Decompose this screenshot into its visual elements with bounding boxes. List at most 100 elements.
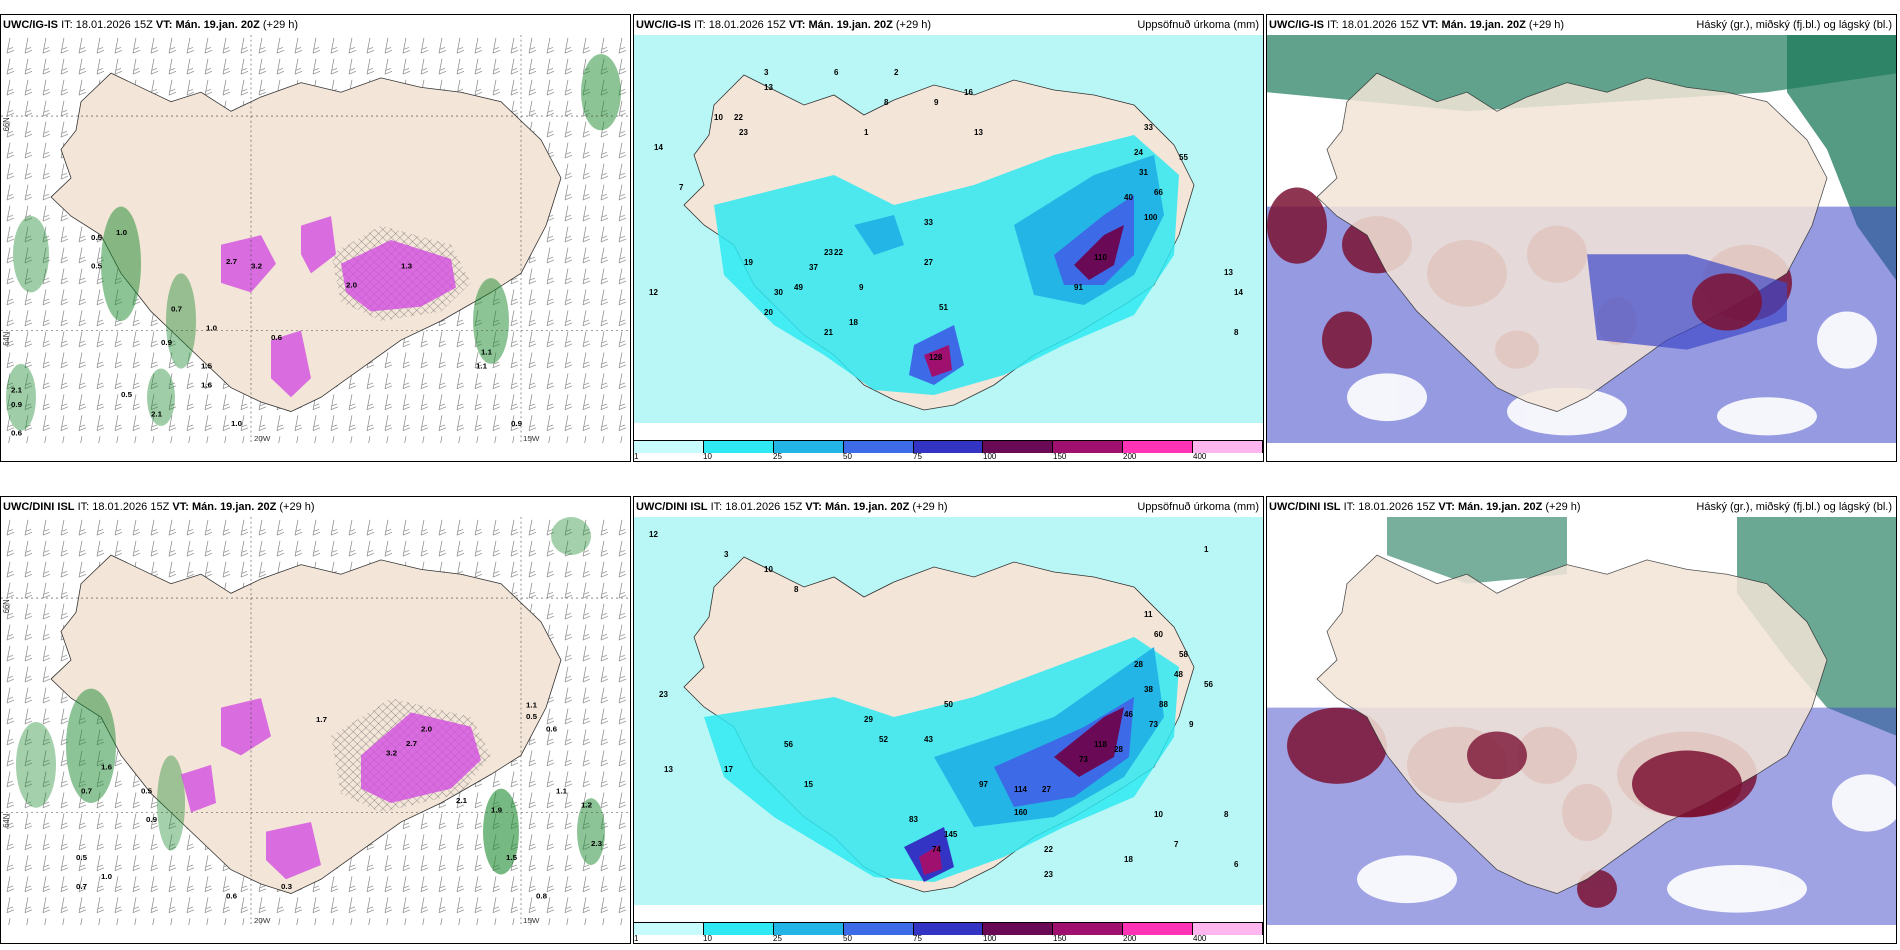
precip-map[interactable]: 3 13 10 22 23 14 6 8 2 1 9 13 16 33 24 3… [634, 35, 1263, 423]
precip-value: 110 [1094, 253, 1107, 262]
wind-value: 0.7 [81, 787, 92, 796]
precip-value: 28 [1134, 660, 1143, 669]
wind-value: 0.5 [76, 853, 88, 862]
precip-value: 23 [739, 128, 748, 137]
precip-value: 97 [979, 780, 988, 789]
wind-value: 0.7 [76, 882, 87, 891]
it-value: 18.01.2026 15Z [708, 19, 786, 31]
precip-value: 38 [1144, 685, 1153, 694]
panel-header: UWC/IG-IS IT: 18.01.2026 15Z VT: Mán. 19… [1, 15, 630, 35]
wind-value: 0.3 [281, 882, 293, 891]
colorbar-tick: 1 [634, 452, 639, 461]
precip-value: 6 [834, 68, 839, 77]
wind-value: 0.5 [121, 390, 133, 399]
wind-value: 2.3 [591, 839, 603, 848]
precip-value: 10 [764, 565, 773, 574]
wind-value: 1.1 [476, 362, 488, 371]
wind-value: 0.5 [91, 262, 103, 271]
precip-panel-top: UWC/IG-IS IT: 18.01.2026 15Z VT: Mán. 19… [633, 14, 1264, 462]
colorbar-tick: 100 [983, 452, 997, 461]
precip-value: 23 [659, 690, 668, 699]
vt-label: VT: [172, 501, 189, 513]
vt-value: Mán. 19.jan. 20Z [808, 19, 893, 31]
cloud-map-svg [1267, 35, 1896, 443]
precip-value: 8 [884, 98, 889, 107]
lon-label-20w: 20W [254, 434, 271, 443]
wind-values: 0.5 1.0 2.7 3.2 2.0 1.3 1.0 0.6 0.9 1.5 … [11, 228, 523, 437]
precip-value: 12 [649, 530, 658, 539]
colorbar-tick: 100 [983, 934, 997, 943]
it-value: 18.01.2026 15Z [1341, 19, 1419, 31]
panel-title: Háský (gr.), miðský (fj.bl.) og lágský (… [1696, 19, 1892, 31]
lead-time: (+29 h) [1545, 501, 1581, 513]
panel-header: UWC/IG-IS IT: 18.01.2026 15Z VT: Mán. 19… [1267, 15, 1896, 35]
precip-value: 83 [909, 815, 918, 824]
precip-value: 73 [1079, 755, 1088, 764]
colorbar-tick: 400 [1193, 452, 1207, 461]
wind-panel-top: UWC/IG-IS IT: 18.01.2026 15Z VT: Mán. 19… [0, 14, 631, 462]
precip-value: 1 [1204, 545, 1209, 554]
precip-value: 18 [849, 318, 858, 327]
precip-value: 7 [679, 183, 684, 192]
precip-value: 13 [1224, 268, 1233, 277]
precip-value: 29 [864, 715, 873, 724]
colorbar-tick: 10 [703, 934, 712, 943]
wind-value: 1.5 [506, 853, 518, 862]
it-label: IT: [61, 19, 73, 31]
precip-value: 58 [1179, 650, 1188, 659]
precip-value: 9 [859, 283, 864, 292]
wind-map[interactable]: 20W 15W 66N 64N 0.5 1.0 2.7 3.2 2.0 1.3 … [1, 35, 630, 443]
wind-value: 0.9 [511, 419, 523, 428]
colorbar-tick: 200 [1123, 934, 1137, 943]
precip-value: 2 [894, 68, 899, 77]
precip-colorbar: 1 10 25 50 75 100 150 200 400 [634, 440, 1263, 461]
vt-label: VT: [1438, 501, 1455, 513]
precip-value: 31 [1139, 168, 1148, 177]
wind-value: 1.7 [316, 715, 327, 724]
model-label: UWC/IG-IS [1269, 19, 1324, 31]
panel-header: UWC/DINI ISL IT: 18.01.2026 15Z VT: Mán.… [634, 497, 1263, 517]
precip-value: 8 [1224, 810, 1229, 819]
lead-time: (+29 h) [912, 501, 948, 513]
precip-value: 8 [1234, 328, 1239, 337]
precip-value: 73 [1149, 720, 1158, 729]
precip-value: 14 [1234, 288, 1243, 297]
wind-map[interactable]: 20W 15W 66N 64N 1.1 0.5 0.6 3.2 2.7 2.0 … [1, 517, 630, 925]
wind-map-svg: 20W 15W 66N 64N 1.1 0.5 0.6 3.2 2.7 2.0 … [1, 517, 630, 925]
precip-value: 18 [1124, 855, 1133, 864]
precip-value: 49 [794, 283, 803, 292]
colorbar-tick: 150 [1053, 452, 1067, 461]
precip-value: 46 [1124, 710, 1133, 719]
wind-value: 1.0 [101, 872, 113, 881]
precip-value: 14 [654, 143, 663, 152]
precip-value: 17 [724, 765, 733, 774]
precip-value: 3 [764, 68, 769, 77]
it-value: 18.01.2026 15Z [725, 501, 803, 513]
cloud-map[interactable] [1267, 35, 1896, 443]
precip-value: 91 [1074, 283, 1083, 292]
wind-value: 2.0 [346, 281, 358, 290]
precip-value: 10 [714, 113, 723, 122]
precip-value: 43 [924, 735, 933, 744]
vt-label: VT: [155, 19, 173, 31]
precip-value: 30 [774, 288, 783, 297]
precip-value: 48 [1174, 670, 1183, 679]
lat-label-66n: 66N [2, 599, 11, 613]
lat-label-64n: 64N [2, 332, 11, 346]
precip-map[interactable]: 12 3 10 8 1 11 60 58 48 38 28 46 88 73 5… [634, 517, 1263, 905]
cloud-map[interactable] [1267, 517, 1896, 925]
wind-value: 1.1 [526, 701, 538, 710]
precip-value: 13 [764, 83, 773, 92]
lead-time: (+29 h) [279, 501, 315, 513]
precip-value: 9 [1189, 720, 1194, 729]
precip-value: 37 [809, 263, 818, 272]
precip-value: 27 [1042, 785, 1051, 794]
wind-value: 0.5 [141, 787, 153, 796]
wind-value: 2.7 [226, 257, 237, 266]
precip-value: 22 [834, 248, 843, 257]
precip-value: 11 [1144, 610, 1153, 619]
lon-label-15w: 15W [523, 916, 540, 925]
wind-value: 1.9 [491, 806, 503, 815]
panel-title: Uppsöfnuð úrkoma (mm) [1137, 19, 1259, 31]
precip-value: 24 [1134, 148, 1143, 157]
